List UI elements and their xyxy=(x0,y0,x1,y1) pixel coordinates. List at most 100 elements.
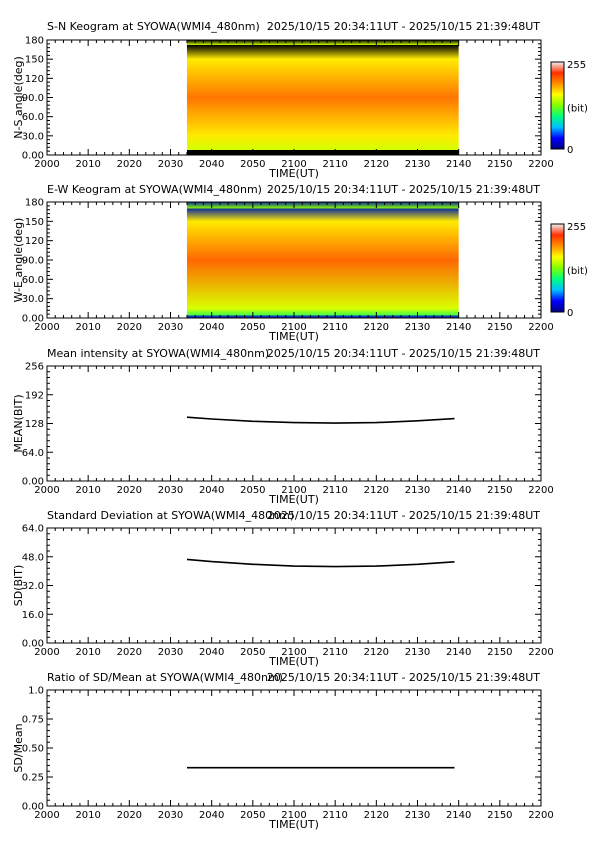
chart-time-range: 2025/10/15 20:34:11UT - 2025/10/15 21:39… xyxy=(267,671,540,684)
x-tick-label: 2020 xyxy=(117,485,142,496)
x-tick-label: 2110 xyxy=(322,322,347,333)
x-tick-label: 2030 xyxy=(158,485,183,496)
x-tick-label: 2000 xyxy=(34,647,59,658)
x-tick-label: 2120 xyxy=(364,647,389,658)
y-axis-label: W-E angle(deg) xyxy=(12,218,25,303)
x-tick-label: 2150 xyxy=(487,322,512,333)
x-tick-label: 2000 xyxy=(34,810,59,821)
chart-time-range: 2025/10/15 20:34:11UT - 2025/10/15 21:39… xyxy=(267,509,540,522)
x-tick-label: 2200 xyxy=(528,647,553,658)
plot-frame xyxy=(46,689,542,807)
x-tick-label: 2200 xyxy=(528,810,553,821)
colorbar-max-label: 255 xyxy=(567,60,586,71)
x-tick-label: 2110 xyxy=(322,159,347,170)
y-tick-label: 60.0 xyxy=(22,112,44,123)
x-tick-label: 2120 xyxy=(364,485,389,496)
x-tick-label: 2110 xyxy=(322,485,347,496)
y-tick-label: 0.25 xyxy=(22,773,44,784)
x-tick-label: 2040 xyxy=(199,485,224,496)
y-tick-label: 120 xyxy=(25,74,44,85)
x-tick-label: 2100 xyxy=(281,810,306,821)
x-tick-label: 2050 xyxy=(240,159,265,170)
x-tick-label: 2050 xyxy=(240,647,265,658)
y-axis-label: MEAN(BIT) xyxy=(12,394,25,452)
x-tick-label: 2040 xyxy=(199,159,224,170)
y-tick-label: 120 xyxy=(25,236,44,247)
y-tick-label: 48.0 xyxy=(22,552,44,563)
x-tick-label: 2130 xyxy=(405,810,430,821)
y-tick-label: 64.0 xyxy=(22,524,44,535)
x-tick-label: 2140 xyxy=(446,322,471,333)
y-tick-label: 0.00 xyxy=(22,151,44,162)
x-tick-label: 2140 xyxy=(446,485,471,496)
x-tick-label: 2140 xyxy=(446,159,471,170)
chart-title: E-W Keogram at SYOWA(WMI4_480nm) xyxy=(47,183,262,196)
y-tick-label: 150 xyxy=(25,217,44,228)
y-tick-label: 1.0 xyxy=(28,686,44,697)
y-tick-label: 64.0 xyxy=(22,448,44,459)
y-tick-label: 128 xyxy=(25,419,44,430)
panel-2: E-W Keogram at SYOWA(WMI4_480nm) 2025/10/… xyxy=(12,183,588,343)
x-tick-label: 2200 xyxy=(528,322,553,333)
y-axis-label: SD(BIT) xyxy=(12,565,25,607)
panel-4: Standard Deviation at SYOWA(WMI4_480nm)2… xyxy=(12,509,554,668)
x-tick-label: 2110 xyxy=(322,647,347,658)
x-tick-label: 2140 xyxy=(446,647,471,658)
y-tick-label: 30.0 xyxy=(22,131,44,142)
y-tick-label: 192 xyxy=(25,390,44,401)
chart-title: S-N Keogram at SYOWA(WMI4_480nm) xyxy=(47,20,260,33)
y-tick-label: 90.0 xyxy=(22,93,44,104)
x-tick-label: 2200 xyxy=(528,485,553,496)
x-tick-label: 2130 xyxy=(405,485,430,496)
x-tick-label: 2100 xyxy=(281,647,306,658)
x-tick-label: 2130 xyxy=(405,322,430,333)
y-tick-label: 16.0 xyxy=(22,610,44,621)
x-tick-label: 2200 xyxy=(528,159,553,170)
colorbar xyxy=(550,61,565,150)
x-tick-label: 2040 xyxy=(199,647,224,658)
y-tick-label: 0.75 xyxy=(22,715,44,726)
chart-time-range: 2025/10/15 20:34:11UT - 2025/10/15 21:39… xyxy=(267,20,540,33)
x-tick-label: 2110 xyxy=(322,810,347,821)
x-tick-label: 2120 xyxy=(364,322,389,333)
x-axis-label: TIME(UT) xyxy=(268,655,319,668)
x-tick-label: 2130 xyxy=(405,647,430,658)
y-axis-label: SD/Mean xyxy=(12,723,25,772)
colorbar-max-label: 255 xyxy=(567,222,586,233)
x-tick-label: 2000 xyxy=(34,485,59,496)
chart-title: Ratio of SD/Mean at SYOWA(WMI4_480nm) xyxy=(47,671,283,684)
y-tick-label: 0.00 xyxy=(22,802,44,813)
x-axis-label: TIME(UT) xyxy=(268,818,319,831)
x-tick-label: 2130 xyxy=(405,159,430,170)
x-tick-label: 2030 xyxy=(158,810,183,821)
plot-frame xyxy=(46,527,542,644)
chart-time-range: 2025/10/15 20:34:11UT - 2025/10/15 21:39… xyxy=(267,183,540,196)
x-tick-label: 2150 xyxy=(487,810,512,821)
y-tick-label: 30.0 xyxy=(22,294,44,305)
colorbar-unit-label: (bit) xyxy=(567,266,588,277)
x-axis-label: TIME(UT) xyxy=(268,493,319,506)
x-tick-label: 2050 xyxy=(240,485,265,496)
x-tick-label: 2140 xyxy=(446,810,471,821)
x-tick-label: 2050 xyxy=(240,322,265,333)
y-tick-label: 90.0 xyxy=(22,256,44,267)
y-tick-label: 32.0 xyxy=(22,581,44,592)
x-tick-label: 2020 xyxy=(117,810,142,821)
x-tick-label: 2120 xyxy=(364,159,389,170)
x-axis-label: TIME(UT) xyxy=(268,330,319,343)
series-line-1 xyxy=(186,416,455,424)
x-tick-label: 2100 xyxy=(281,485,306,496)
chart-title: Standard Deviation at SYOWA(WMI4_480nm) xyxy=(47,509,294,522)
y-tick-label: 0.50 xyxy=(22,744,44,755)
x-tick-label: 2040 xyxy=(199,322,224,333)
x-tick-label: 2030 xyxy=(158,322,183,333)
y-tick-label: 60.0 xyxy=(22,275,44,286)
y-tick-label: 150 xyxy=(25,55,44,66)
x-tick-label: 2010 xyxy=(75,485,100,496)
x-tick-label: 2020 xyxy=(117,322,142,333)
x-tick-label: 2000 xyxy=(34,159,59,170)
y-tick-label: 180 xyxy=(25,198,44,209)
series-line-1 xyxy=(186,558,455,568)
x-tick-label: 2030 xyxy=(158,159,183,170)
